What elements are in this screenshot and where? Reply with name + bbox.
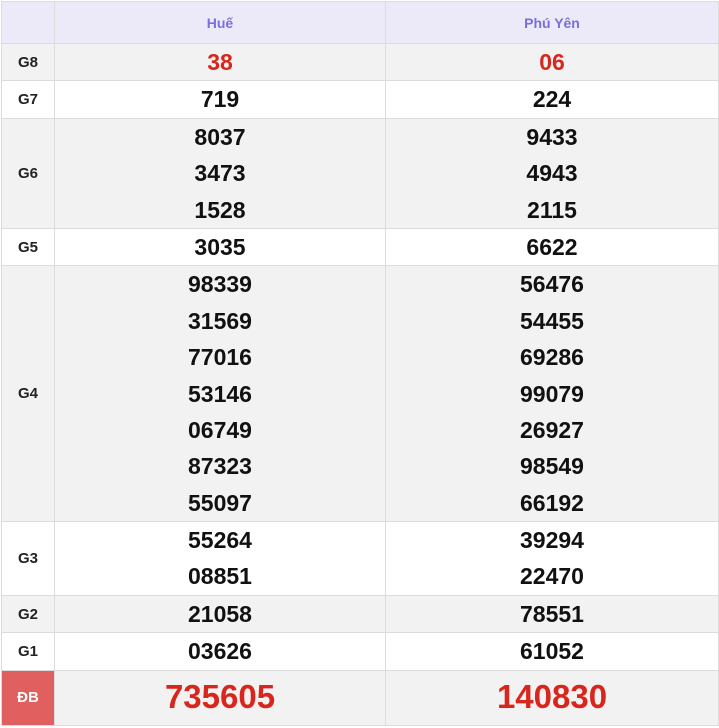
result-number: 9433 <box>526 123 578 150</box>
prize-label: ĐB <box>1 669 55 726</box>
result-number: 08851 <box>188 563 252 590</box>
result-cell-phu-yen: 224 <box>385 80 719 119</box>
result-number: 54455 <box>520 307 584 334</box>
result-number: 98549 <box>520 453 584 480</box>
result-number: 8037 <box>194 123 246 150</box>
prize-label: G7 <box>1 80 55 119</box>
result-cell-hue: 735605 <box>54 669 386 726</box>
result-number: 61052 <box>520 638 584 665</box>
result-number: 1528 <box>194 196 246 223</box>
prize-row-g6: G6 8037 3473 1528 9433 4943 2115 <box>1 117 719 229</box>
prize-row-g2: G2 21058 78551 <box>1 594 719 634</box>
result-cell-phu-yen: 56476 54455 69286 99079 26927 98549 66192 <box>385 265 719 523</box>
result-cell-phu-yen: 78551 <box>385 594 719 634</box>
result-number: 56476 <box>520 271 584 298</box>
result-cell-phu-yen: 6622 <box>385 227 719 267</box>
prize-row-g8: G8 38 06 <box>1 42 719 82</box>
result-cell-hue: 719 <box>54 80 386 119</box>
result-number: 69286 <box>520 344 584 371</box>
header-row: Huế Phú Yên <box>1 1 719 44</box>
result-cell-hue: 03626 <box>54 632 386 671</box>
result-cell-phu-yen: 140830 <box>385 669 719 726</box>
result-number: 55264 <box>188 527 252 554</box>
result-number: 55097 <box>188 489 252 516</box>
prize-row-g1: G1 03626 61052 <box>1 632 719 671</box>
prize-label: G8 <box>1 42 55 82</box>
result-number: 06 <box>539 49 565 75</box>
result-number: 224 <box>532 86 572 113</box>
result-number: 26927 <box>520 416 584 443</box>
result-number: 38 <box>207 49 233 75</box>
result-number: 3035 <box>194 233 246 260</box>
result-number: 719 <box>200 86 240 113</box>
province-header-phu-yen: Phú Yên <box>385 1 719 44</box>
result-number: 31569 <box>188 307 252 334</box>
result-cell-hue: 3035 <box>54 227 386 267</box>
prize-label: G3 <box>1 521 55 596</box>
prize-row-g5: G5 3035 6622 <box>1 227 719 267</box>
result-number: 78551 <box>520 600 584 627</box>
result-cell-hue: 38 <box>54 42 386 82</box>
result-number: 2115 <box>527 196 577 223</box>
result-number: 3473 <box>194 160 246 187</box>
result-cell-hue: 8037 3473 1528 <box>54 117 386 229</box>
result-number: 03626 <box>188 638 252 665</box>
result-number: 735605 <box>164 678 276 716</box>
result-number: 77016 <box>188 344 252 371</box>
prize-label: G2 <box>1 594 55 634</box>
corner-cell <box>1 1 55 44</box>
prize-label: G6 <box>1 117 55 229</box>
result-cell-hue: 55264 08851 <box>54 521 386 596</box>
prize-row-đb: ĐB 735605 140830 <box>1 669 719 726</box>
result-number: 21058 <box>188 600 252 627</box>
result-number: 4943 <box>526 160 578 187</box>
prize-row-g7: G7 719 224 <box>1 80 719 119</box>
prize-label: G1 <box>1 632 55 671</box>
prize-row-g3: G3 55264 08851 39294 22470 <box>1 521 719 596</box>
result-number: 140830 <box>496 678 608 716</box>
result-number: 22470 <box>520 563 584 590</box>
result-number: 66192 <box>520 489 584 516</box>
result-number: 98339 <box>188 271 252 298</box>
province-header-hue: Huế <box>54 1 386 44</box>
result-cell-hue: 21058 <box>54 594 386 634</box>
result-number: 6622 <box>526 233 578 260</box>
prize-label: G4 <box>1 265 55 523</box>
result-cell-phu-yen: 06 <box>385 42 719 82</box>
result-number: 53146 <box>188 380 252 407</box>
result-cell-phu-yen: 9433 4943 2115 <box>385 117 719 229</box>
result-cell-phu-yen: 61052 <box>385 632 719 671</box>
result-number: 99079 <box>520 380 584 407</box>
result-cell-hue: 98339 31569 77016 53146 06749 87323 55097 <box>54 265 386 523</box>
result-number: 87323 <box>188 453 252 480</box>
prize-row-g4: G4 98339 31569 77016 53146 06749 87323 55097 564… <box>1 265 719 523</box>
result-number: 39294 <box>520 527 584 554</box>
result-number: 06749 <box>188 416 252 443</box>
prize-label: G5 <box>1 227 55 267</box>
result-cell-phu-yen: 39294 22470 <box>385 521 719 596</box>
